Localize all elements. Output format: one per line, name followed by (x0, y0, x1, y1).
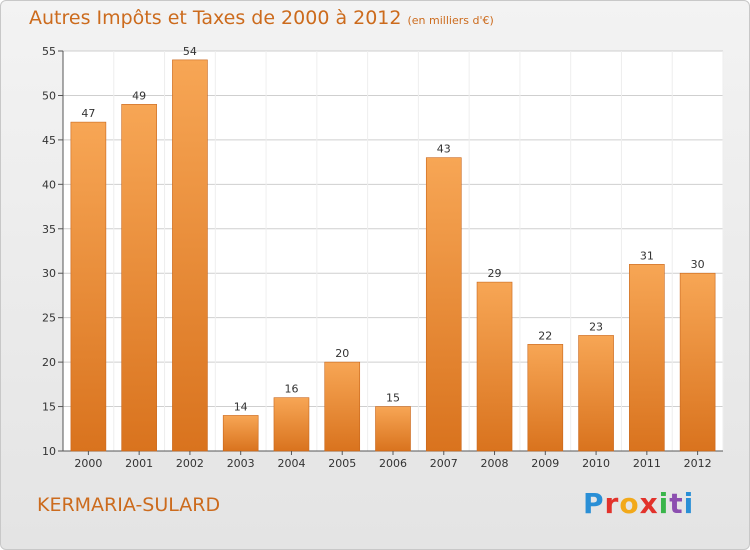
x-tick-label: 2011 (633, 457, 661, 470)
y-tick-label: 15 (42, 401, 56, 414)
bar (578, 335, 614, 452)
bar-value-label: 14 (234, 400, 248, 413)
bar (476, 281, 513, 452)
bar-value-label: 43 (437, 143, 451, 156)
logo-letter: i (658, 487, 670, 520)
bar (222, 415, 259, 452)
x-tick-label: 2009 (531, 457, 559, 470)
logo-letter: P (583, 487, 605, 520)
x-tick-label: 2004 (277, 457, 305, 470)
y-tick-label: 45 (42, 134, 56, 147)
bar (425, 157, 462, 452)
x-tick-label: 2005 (328, 457, 356, 470)
bar-value-label: 29 (488, 267, 502, 280)
bar-value-label: 47 (81, 107, 95, 120)
x-tick-label: 2000 (74, 457, 102, 470)
chart-subtitle: (en milliers d'€) (407, 14, 494, 27)
bar-value-label: 49 (132, 89, 146, 102)
logo-letter: o (619, 487, 640, 520)
logo-letter: x (639, 487, 659, 520)
y-tick-label: 30 (42, 267, 56, 280)
y-tick-label: 10 (42, 445, 56, 458)
chart-title-main: Autres Impôts et Taxes de 2000 à 2012 (29, 7, 402, 29)
bar (324, 361, 361, 452)
x-tick-label: 2007 (430, 457, 458, 470)
bar-value-label: 31 (640, 249, 654, 262)
bar (172, 59, 208, 452)
x-tick-label: 2002 (176, 457, 204, 470)
bar (527, 344, 564, 452)
bar-value-label: 30 (691, 258, 705, 271)
chart-title: Autres Impôts et Taxes de 2000 à 2012 (en… (29, 7, 494, 29)
bar-value-label: 15 (386, 392, 400, 405)
bar-value-label: 22 (538, 329, 552, 342)
logo-letter: i (683, 487, 695, 520)
logo-letter: t (669, 487, 684, 520)
x-tick-label: 2008 (481, 457, 509, 470)
y-tick-label: 55 (42, 45, 56, 58)
x-tick-label: 2012 (684, 457, 712, 470)
x-tick-label: 2010 (582, 457, 610, 470)
y-tick-label: 40 (42, 178, 56, 191)
bar (375, 406, 411, 452)
y-tick-label: 50 (42, 89, 56, 102)
bar (273, 397, 310, 452)
place-name: KERMARIA-SULARD (37, 494, 221, 516)
bar-value-label: 16 (284, 383, 298, 396)
bar (121, 104, 157, 452)
bar-value-label: 23 (589, 320, 603, 333)
proxiti-logo: Proxiti (583, 487, 694, 520)
y-tick-label: 35 (42, 223, 56, 236)
bar (70, 121, 107, 452)
bar-value-label: 20 (335, 347, 349, 360)
bar (629, 264, 665, 452)
bar (679, 272, 716, 452)
x-tick-label: 2003 (227, 457, 255, 470)
y-tick-label: 20 (42, 356, 56, 369)
bar-value-label: 54 (183, 45, 197, 58)
logo-letter: r (604, 487, 620, 520)
x-tick-label: 2001 (125, 457, 153, 470)
y-tick-label: 25 (42, 312, 56, 325)
x-tick-label: 2006 (379, 457, 407, 470)
